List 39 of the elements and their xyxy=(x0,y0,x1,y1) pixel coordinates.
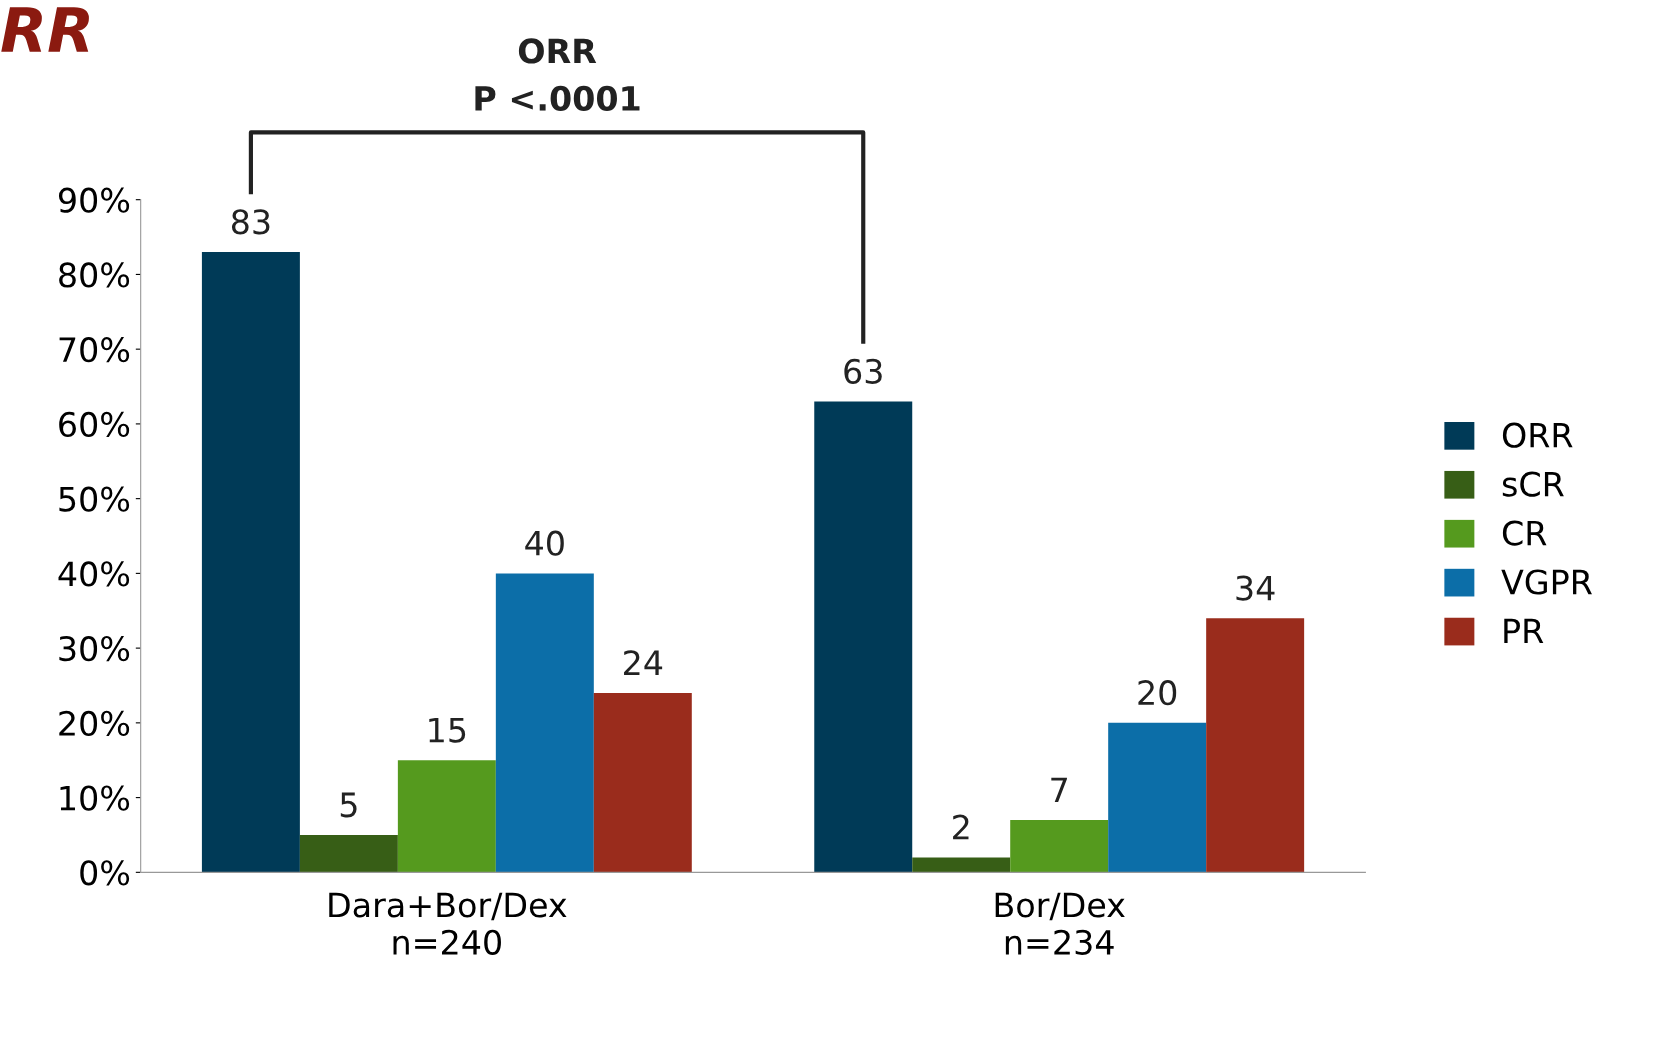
y-tick-label: 80% xyxy=(59,262,130,288)
legend-label: CR xyxy=(1502,520,1547,546)
y-tick-label: 40% xyxy=(58,561,130,587)
data-label: 7 xyxy=(1051,777,1067,802)
data-label: 40 xyxy=(525,530,564,556)
data-label: 34 xyxy=(1236,575,1275,601)
legend-label: sCR xyxy=(1502,471,1564,497)
data-label: 5 xyxy=(340,792,357,818)
y-tick-label: 20% xyxy=(59,710,130,736)
y-tick-label: 60% xyxy=(59,411,130,438)
bar xyxy=(593,692,692,873)
bar xyxy=(201,252,300,873)
bar xyxy=(397,760,496,873)
legend-label: VGPR xyxy=(1501,569,1592,595)
data-label: 2 xyxy=(953,814,969,840)
data-label: 83 xyxy=(231,209,270,235)
text: ORR P <.0001 xyxy=(475,38,640,112)
bar xyxy=(1010,820,1109,873)
bar xyxy=(299,834,398,873)
legend-label: PR xyxy=(1504,618,1544,644)
bar xyxy=(912,857,1011,873)
y-tick-label: 0% xyxy=(80,860,130,886)
bar xyxy=(814,401,913,873)
data-label: 24 xyxy=(624,650,663,675)
data-label: 15 xyxy=(429,717,466,743)
chart-title: RR xyxy=(1,7,89,52)
data-label: 63 xyxy=(844,358,882,384)
y-tick-label: 30% xyxy=(59,636,130,662)
x-tick-label: Dara+Bor/Dex n=240 xyxy=(329,892,567,955)
y-tick-label: 70% xyxy=(59,337,130,363)
y-tick-label: 90% xyxy=(58,187,130,213)
y-tick-label: 10% xyxy=(60,785,130,811)
bar xyxy=(1206,618,1305,873)
bar xyxy=(1108,722,1207,873)
x-tick-label: Bor/Dex n=234 xyxy=(995,892,1125,955)
legend-label: ORR xyxy=(1502,422,1573,448)
bar xyxy=(495,573,594,873)
data-label: 20 xyxy=(1138,680,1177,706)
y-tick-label: 50% xyxy=(59,486,130,512)
